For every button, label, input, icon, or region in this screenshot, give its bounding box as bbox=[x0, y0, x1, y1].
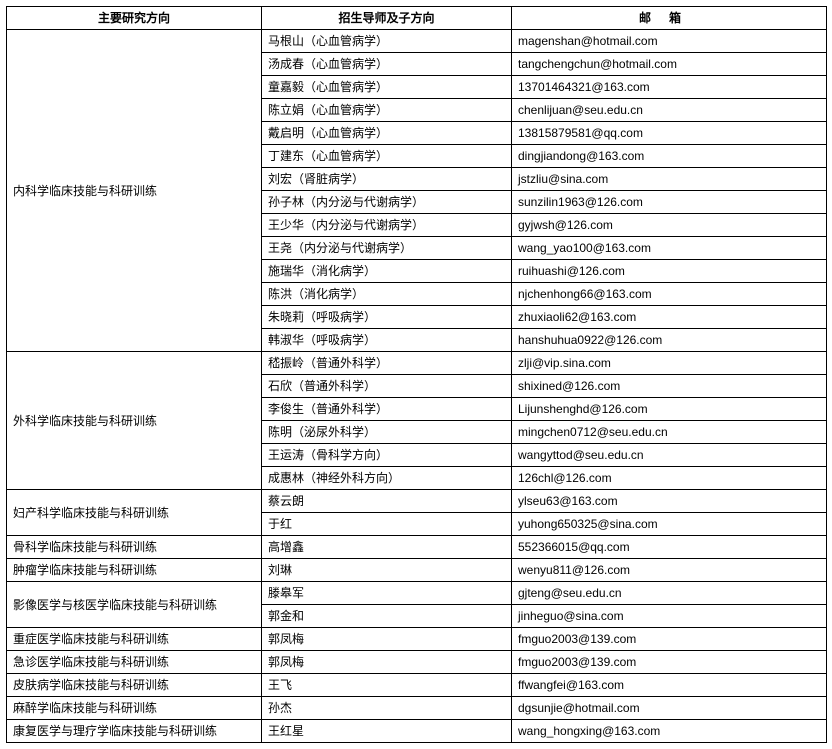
cell-advisor: 郭金和 bbox=[262, 605, 512, 628]
header-advisor: 招生导师及子方向 bbox=[262, 7, 512, 30]
table-row: 急诊医学临床技能与科研训练郭凤梅fmguo2003@139.com bbox=[7, 651, 827, 674]
cell-advisor: 嵇振岭（普通外科学） bbox=[262, 352, 512, 375]
cell-advisor: 王少华（内分泌与代谢病学） bbox=[262, 214, 512, 237]
cell-advisor: 施瑞华（消化病学） bbox=[262, 260, 512, 283]
cell-advisor: 王尧（内分泌与代谢病学） bbox=[262, 237, 512, 260]
cell-advisor: 王飞 bbox=[262, 674, 512, 697]
table-row: 皮肤病学临床技能与科研训练王飞ffwangfei@163.com bbox=[7, 674, 827, 697]
table-header-row: 主要研究方向 招生导师及子方向 邮箱 bbox=[7, 7, 827, 30]
cell-advisor: 李俊生（普通外科学） bbox=[262, 398, 512, 421]
cell-advisor: 高增鑫 bbox=[262, 536, 512, 559]
table-row: 妇产科学临床技能与科研训练蔡云朗ylseu63@163.com bbox=[7, 490, 827, 513]
cell-advisor: 郭凤梅 bbox=[262, 651, 512, 674]
cell-advisor: 蔡云朗 bbox=[262, 490, 512, 513]
cell-direction: 皮肤病学临床技能与科研训练 bbox=[7, 674, 262, 697]
cell-email: 13701464321@163.com bbox=[512, 76, 827, 99]
cell-email: Lijunshenghd@126.com bbox=[512, 398, 827, 421]
cell-email: 552366015@qq.com bbox=[512, 536, 827, 559]
cell-email: wenyu811@126.com bbox=[512, 559, 827, 582]
cell-direction: 肿瘤学临床技能与科研训练 bbox=[7, 559, 262, 582]
cell-email: wangyttod@seu.edu.cn bbox=[512, 444, 827, 467]
cell-advisor: 戴启明（心血管病学） bbox=[262, 122, 512, 145]
cell-email: sunzilin1963@126.com bbox=[512, 191, 827, 214]
header-email: 邮箱 bbox=[512, 7, 827, 30]
cell-direction: 妇产科学临床技能与科研训练 bbox=[7, 490, 262, 536]
cell-email: magenshan@hotmail.com bbox=[512, 30, 827, 53]
cell-email: wang_yao100@163.com bbox=[512, 237, 827, 260]
cell-email: yuhong650325@sina.com bbox=[512, 513, 827, 536]
cell-direction: 急诊医学临床技能与科研训练 bbox=[7, 651, 262, 674]
cell-advisor: 童嘉毅（心血管病学） bbox=[262, 76, 512, 99]
cell-email: 126chl@126.com bbox=[512, 467, 827, 490]
cell-advisor: 王红星 bbox=[262, 720, 512, 743]
table-row: 内科学临床技能与科研训练马根山（心血管病学）magenshan@hotmail.… bbox=[7, 30, 827, 53]
cell-advisor: 孙杰 bbox=[262, 697, 512, 720]
cell-email: wang_hongxing@163.com bbox=[512, 720, 827, 743]
cell-advisor: 丁建东（心血管病学） bbox=[262, 145, 512, 168]
cell-email: jstzliu@sina.com bbox=[512, 168, 827, 191]
cell-email: tangchengchun@hotmail.com bbox=[512, 53, 827, 76]
cell-direction: 影像医学与核医学临床技能与科研训练 bbox=[7, 582, 262, 628]
cell-direction: 骨科学临床技能与科研训练 bbox=[7, 536, 262, 559]
cell-advisor: 滕皋军 bbox=[262, 582, 512, 605]
cell-advisor: 刘琳 bbox=[262, 559, 512, 582]
cell-advisor: 郭凤梅 bbox=[262, 628, 512, 651]
cell-direction: 内科学临床技能与科研训练 bbox=[7, 30, 262, 352]
cell-email: dgsunjie@hotmail.com bbox=[512, 697, 827, 720]
cell-email: ffwangfei@163.com bbox=[512, 674, 827, 697]
cell-advisor: 汤成春（心血管病学） bbox=[262, 53, 512, 76]
cell-advisor: 刘宏（肾脏病学） bbox=[262, 168, 512, 191]
cell-email: zlji@vip.sina.com bbox=[512, 352, 827, 375]
cell-advisor: 朱晓莉（呼吸病学） bbox=[262, 306, 512, 329]
cell-email: mingchen0712@seu.edu.cn bbox=[512, 421, 827, 444]
cell-advisor: 马根山（心血管病学） bbox=[262, 30, 512, 53]
cell-direction: 康复医学与理疗学临床技能与科研训练 bbox=[7, 720, 262, 743]
cell-email: jinheguo@sina.com bbox=[512, 605, 827, 628]
cell-email: zhuxiaoli62@163.com bbox=[512, 306, 827, 329]
header-direction: 主要研究方向 bbox=[7, 7, 262, 30]
table-row: 影像医学与核医学临床技能与科研训练滕皋军gjteng@seu.edu.cn bbox=[7, 582, 827, 605]
table-row: 肿瘤学临床技能与科研训练刘琳wenyu811@126.com bbox=[7, 559, 827, 582]
advisor-table: 主要研究方向 招生导师及子方向 邮箱 内科学临床技能与科研训练马根山（心血管病学… bbox=[6, 6, 827, 743]
cell-direction: 重症医学临床技能与科研训练 bbox=[7, 628, 262, 651]
cell-email: njchenhong66@163.com bbox=[512, 283, 827, 306]
cell-email: gjteng@seu.edu.cn bbox=[512, 582, 827, 605]
cell-advisor: 陈立娟（心血管病学） bbox=[262, 99, 512, 122]
cell-email: shixined@126.com bbox=[512, 375, 827, 398]
table-row: 康复医学与理疗学临床技能与科研训练王红星wang_hongxing@163.co… bbox=[7, 720, 827, 743]
cell-email: ruihuashi@126.com bbox=[512, 260, 827, 283]
cell-email: gyjwsh@126.com bbox=[512, 214, 827, 237]
cell-advisor: 陈洪（消化病学） bbox=[262, 283, 512, 306]
table-row: 骨科学临床技能与科研训练高增鑫552366015@qq.com bbox=[7, 536, 827, 559]
cell-direction: 外科学临床技能与科研训练 bbox=[7, 352, 262, 490]
table-row: 外科学临床技能与科研训练嵇振岭（普通外科学）zlji@vip.sina.com bbox=[7, 352, 827, 375]
cell-advisor: 孙子林（内分泌与代谢病学） bbox=[262, 191, 512, 214]
cell-email: chenlijuan@seu.edu.cn bbox=[512, 99, 827, 122]
cell-advisor: 于红 bbox=[262, 513, 512, 536]
cell-email: hanshuhua0922@126.com bbox=[512, 329, 827, 352]
cell-advisor: 王运涛（骨科学方向） bbox=[262, 444, 512, 467]
cell-email: dingjiandong@163.com bbox=[512, 145, 827, 168]
cell-advisor: 陈明（泌尿外科学） bbox=[262, 421, 512, 444]
cell-advisor: 韩淑华（呼吸病学） bbox=[262, 329, 512, 352]
cell-email: 13815879581@qq.com bbox=[512, 122, 827, 145]
cell-advisor: 成惠林（神经外科方向） bbox=[262, 467, 512, 490]
cell-email: fmguo2003@139.com bbox=[512, 651, 827, 674]
cell-direction: 麻醉学临床技能与科研训练 bbox=[7, 697, 262, 720]
cell-email: fmguo2003@139.com bbox=[512, 628, 827, 651]
cell-advisor: 石欣（普通外科学） bbox=[262, 375, 512, 398]
table-row: 麻醉学临床技能与科研训练孙杰dgsunjie@hotmail.com bbox=[7, 697, 827, 720]
table-row: 重症医学临床技能与科研训练郭凤梅fmguo2003@139.com bbox=[7, 628, 827, 651]
cell-email: ylseu63@163.com bbox=[512, 490, 827, 513]
